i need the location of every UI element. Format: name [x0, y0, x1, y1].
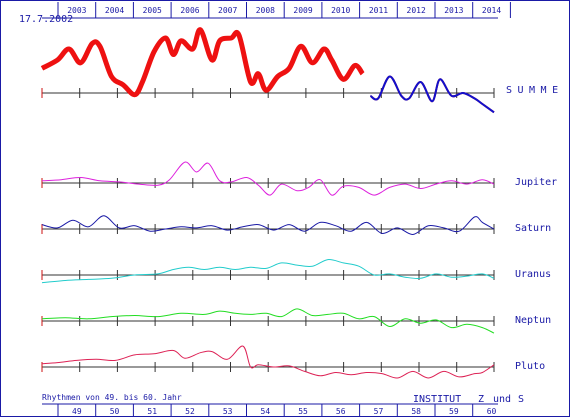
age-tick-label: 49	[72, 407, 82, 416]
series-row-uranus: Uranus	[41, 259, 551, 284]
series-row-summe: SUMME	[40, 27, 564, 114]
age-tick-label: 58	[411, 407, 421, 416]
age-tick-label: 60	[487, 407, 497, 416]
institute-z: Z	[478, 394, 484, 405]
age-tick-label: 56	[336, 407, 346, 416]
year-tick-label: 2013	[444, 6, 463, 15]
series-row-neptun: Neptun	[41, 308, 551, 334]
year-tick-label: 2010	[331, 6, 350, 15]
year-tick-label: 2008	[256, 6, 275, 15]
series-line-jupiter	[41, 161, 495, 196]
series-line-pluto	[41, 345, 495, 379]
date-label: 17.7.2002	[19, 14, 73, 25]
institute-label: INSTITUT	[413, 394, 461, 405]
year-tick-label: 2014	[482, 6, 501, 15]
rhythm-range-label: Rhythmen von 49. bis 60. Jahr	[42, 393, 182, 402]
series-label-jupiter: Jupiter	[515, 177, 557, 188]
age-tick-label: 52	[185, 407, 195, 416]
series-label-neptun: Neptun	[515, 315, 551, 326]
institute-und: und	[493, 394, 511, 405]
series-row-pluto: Pluto	[41, 345, 545, 379]
age-tick-label: 53	[223, 407, 233, 416]
series-line-uranus	[41, 259, 495, 284]
institute-s: S	[518, 394, 524, 405]
year-tick-label: 2012	[407, 6, 426, 15]
age-tick-label: 59	[449, 407, 459, 416]
series-label-saturn: Saturn	[515, 223, 551, 234]
year-tick-label: 2005	[143, 6, 162, 15]
summe-line-future-blue	[369, 75, 495, 114]
year-tick-label: 2006	[180, 6, 199, 15]
series-label-pluto: Pluto	[515, 361, 545, 372]
year-tick-label: 2003	[67, 6, 86, 15]
series-row-jupiter: Jupiter	[41, 161, 557, 196]
year-tick-label: 2007	[218, 6, 237, 15]
year-tick-label: 2004	[105, 6, 124, 15]
age-tick-label: 54	[261, 407, 271, 416]
series-label-uranus: Uranus	[515, 269, 551, 280]
summe-line-future-red	[369, 75, 495, 114]
year-axis-top: 2003 2004 2005 2006 2007 2008 2009 2010 2011 2012…	[57, 2, 511, 18]
age-axis-bottom: 49 50 51 52 53 54 55 56 57 58 59 60	[57, 404, 497, 416]
age-tick-label: 57	[374, 407, 384, 416]
age-tick-label: 51	[147, 407, 157, 416]
age-tick-label: 55	[298, 407, 308, 416]
series-rows: SUMME Jupiter Saturn Uranus Neptun Pluto	[40, 27, 564, 379]
series-row-saturn: Saturn	[41, 215, 551, 235]
series-line-saturn	[41, 215, 495, 235]
age-tick-label: 50	[110, 407, 120, 416]
year-tick-label: 2009	[293, 6, 312, 15]
series-line-neptun	[41, 308, 495, 334]
summe-line-past	[40, 27, 365, 98]
year-tick-label: 2011	[369, 6, 388, 15]
series-label-summe: SUMME	[506, 85, 564, 96]
